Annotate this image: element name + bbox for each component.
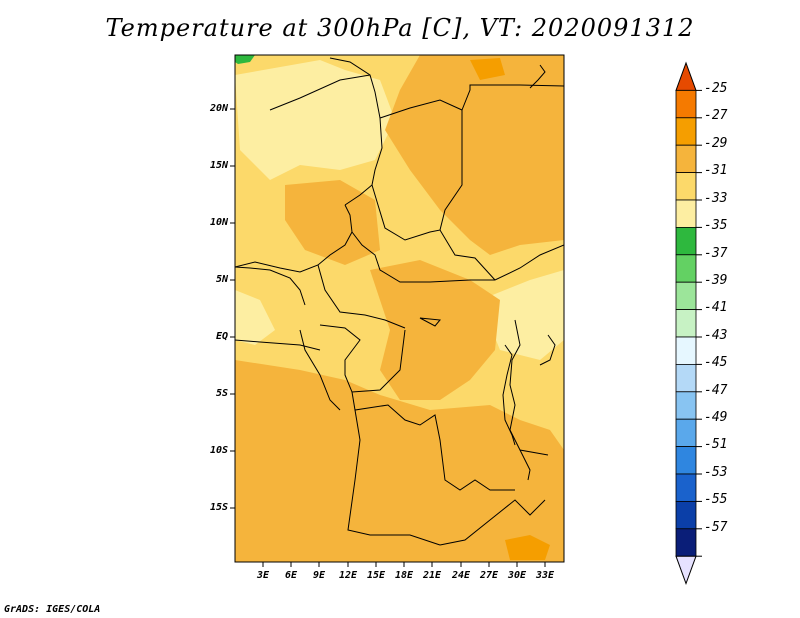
lon-label: 27E bbox=[479, 570, 499, 581]
lat-label: 5S bbox=[215, 388, 228, 399]
country-borders bbox=[235, 57, 564, 546]
colorbar-label: -33 bbox=[704, 191, 728, 206]
lon-label: 24E bbox=[451, 570, 471, 581]
colorbar-label: -39 bbox=[704, 273, 728, 288]
lon-label: 18E bbox=[394, 570, 414, 581]
temperature-field bbox=[235, 55, 564, 562]
colorbar-label: -45 bbox=[704, 355, 728, 370]
lon-label: 21E bbox=[422, 570, 442, 581]
lat-label: 15S bbox=[209, 502, 228, 513]
colorbar bbox=[675, 61, 702, 586]
field-patch-light bbox=[235, 60, 395, 180]
colorbar-label: -25 bbox=[704, 81, 728, 96]
colorbar-segment bbox=[675, 226, 697, 256]
field-patch-warm bbox=[370, 260, 500, 400]
colorbar-label: -35 bbox=[704, 218, 728, 233]
colorbar-segment bbox=[675, 446, 697, 475]
lat-label: 15N bbox=[209, 160, 228, 171]
colorbar-segment bbox=[675, 418, 697, 448]
colorbar-label: -41 bbox=[704, 300, 728, 315]
colorbar-segment bbox=[675, 528, 697, 557]
field-patch-light bbox=[235, 290, 275, 345]
field-patch-light bbox=[480, 270, 564, 360]
colorbar-segment bbox=[675, 172, 697, 201]
lon-ticks bbox=[262, 562, 546, 567]
colorbar-label: -43 bbox=[704, 328, 728, 343]
colorbar-segment bbox=[675, 363, 697, 393]
colorbar-label: -37 bbox=[704, 246, 728, 261]
map-title: Temperature at 300hPa [C], VT: 202009131… bbox=[105, 14, 695, 42]
colorbar-max-arrow bbox=[675, 61, 697, 91]
map-frame bbox=[234, 54, 565, 563]
colorbar-label: -57 bbox=[704, 520, 728, 535]
coastlines bbox=[235, 64, 546, 481]
lat-label: 10N bbox=[209, 217, 228, 228]
colorbar-label: -53 bbox=[704, 465, 728, 480]
lon-label: 15E bbox=[366, 570, 386, 581]
field-patch-hot bbox=[505, 535, 550, 560]
colorbar-label: -51 bbox=[704, 437, 728, 452]
lon-label: 12E bbox=[338, 570, 358, 581]
field-patch-warm bbox=[235, 360, 564, 562]
colorbar-label: -27 bbox=[704, 108, 728, 123]
lon-label: 3E bbox=[256, 570, 270, 581]
lat-ticks bbox=[230, 108, 235, 509]
colorbar-segment bbox=[675, 281, 697, 311]
colorbar-segment bbox=[675, 254, 697, 283]
colorbar-label: -55 bbox=[704, 492, 728, 507]
colorbar-segment bbox=[675, 90, 697, 119]
colorbar-segment bbox=[675, 473, 697, 502]
colorbar-min-arrow bbox=[675, 555, 697, 586]
lon-label: 33E bbox=[535, 570, 555, 581]
credit-text: GrADS: IGES/COLA bbox=[4, 604, 101, 615]
lon-label: 9E bbox=[312, 570, 326, 581]
colorbar-segment bbox=[675, 144, 697, 173]
field-patch-hot bbox=[470, 58, 505, 80]
lat-label: EQ bbox=[215, 331, 228, 342]
lat-label: 10S bbox=[209, 445, 228, 456]
colorbar-label: -49 bbox=[704, 410, 728, 425]
lon-label: 30E bbox=[507, 570, 527, 581]
colorbar-label: -47 bbox=[704, 383, 728, 398]
lon-label: 6E bbox=[284, 570, 298, 581]
colorbar-segment bbox=[675, 500, 697, 530]
colorbar-label: -29 bbox=[704, 136, 728, 151]
lat-label: 5N bbox=[215, 274, 228, 285]
colorbar-segment bbox=[675, 117, 697, 146]
colorbar-segment bbox=[675, 309, 697, 338]
colorbar-label: -31 bbox=[704, 163, 728, 178]
lat-label: 20N bbox=[209, 103, 228, 114]
field-patch-cold bbox=[235, 55, 255, 64]
field-patch-warm bbox=[285, 180, 380, 265]
field-patch-warm bbox=[385, 55, 564, 255]
colorbar-segment bbox=[675, 391, 697, 420]
colorbar-segment bbox=[675, 199, 697, 228]
colorbar-segment bbox=[675, 336, 697, 365]
